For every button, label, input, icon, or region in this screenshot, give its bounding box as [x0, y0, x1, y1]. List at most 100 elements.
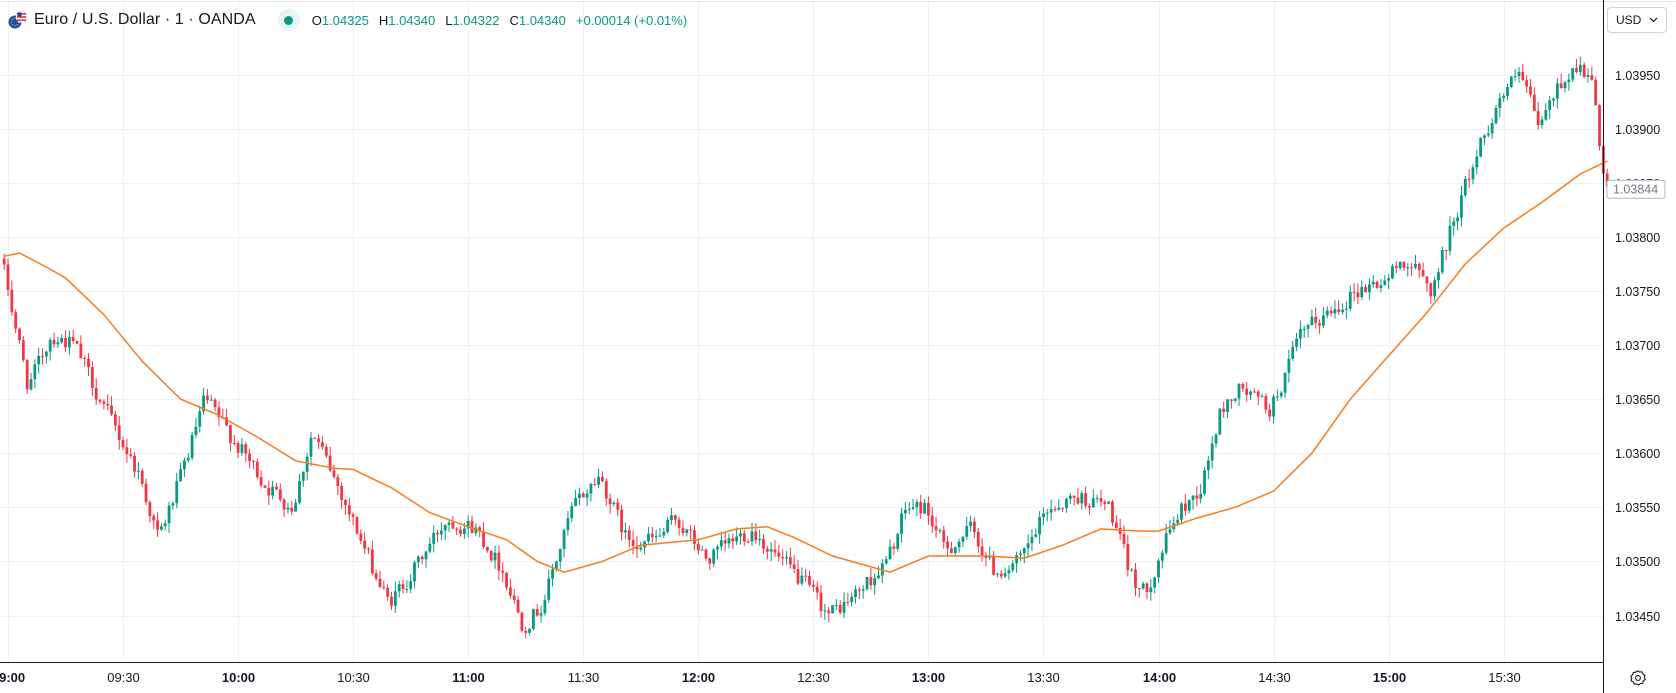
- candle-body: [1256, 391, 1260, 397]
- candle-body: [156, 520, 159, 530]
- candle-body: [190, 434, 194, 458]
- symbol-title[interactable]: Euro / U.S. Dollar · 1 · OANDA: [34, 11, 256, 28]
- candle-body: [179, 469, 182, 482]
- candle-body: [229, 425, 232, 443]
- candle-body: [604, 481, 608, 499]
- candle-body: [1433, 280, 1437, 297]
- candle-body: [1356, 292, 1360, 298]
- candle-body: [44, 351, 48, 357]
- candle-body: [113, 414, 117, 426]
- candle-body: [206, 395, 209, 401]
- market-open-dot-icon: [277, 9, 300, 31]
- candle-body: [965, 526, 969, 537]
- candle-body: [75, 340, 79, 344]
- candle-body: [48, 339, 52, 352]
- candle-body: [416, 556, 420, 563]
- candle-body: [1429, 283, 1433, 297]
- candle-body: [67, 336, 71, 348]
- candle-body: [823, 610, 827, 612]
- candle-body: [1107, 501, 1111, 504]
- candle-body: [1019, 553, 1022, 555]
- candle-body: [1559, 83, 1563, 89]
- candle-body: [278, 489, 282, 500]
- candle-body: [723, 540, 727, 544]
- low-label: L: [445, 12, 453, 28]
- candle-body: [666, 520, 670, 532]
- candle-body: [1237, 383, 1241, 399]
- candle-body: [811, 584, 815, 587]
- candle-body: [689, 529, 693, 531]
- candle-body: [961, 536, 965, 542]
- candle-body: [1145, 583, 1149, 593]
- time-tick-label: 15:30: [1488, 670, 1521, 685]
- candle-body: [1509, 76, 1513, 87]
- candle-body: [1153, 577, 1157, 588]
- candle-body: [255, 461, 259, 478]
- candle-body: [927, 503, 930, 516]
- high-value: 1.04340: [388, 12, 436, 28]
- candle-body: [969, 521, 972, 527]
- candle-body: [14, 312, 18, 329]
- currency-selector[interactable]: USD: [1607, 7, 1667, 33]
- candle-body: [992, 555, 995, 575]
- candle-body: [769, 549, 773, 552]
- candle-body: [298, 480, 301, 503]
- candle-body: [1437, 272, 1440, 281]
- candle-body: [1095, 498, 1099, 500]
- candle-body: [106, 403, 110, 406]
- candle-body: [1298, 328, 1302, 339]
- candle-body: [915, 501, 919, 508]
- chart-settings-button[interactable]: [1626, 666, 1650, 690]
- candle-body: [1191, 495, 1195, 501]
- candle-body: [857, 589, 861, 591]
- candle-body: [98, 399, 102, 402]
- eur-usd-flags-icon[interactable]: [8, 10, 28, 30]
- candle-body: [428, 543, 432, 552]
- candle-body: [474, 527, 478, 534]
- candle-body: [286, 507, 290, 510]
- candle-body: [1057, 507, 1061, 510]
- candle-body: [236, 443, 240, 453]
- candle-body: [1463, 178, 1467, 196]
- candle-body: [662, 531, 666, 536]
- ohlc-values: O1.04325 H1.04340 L1.04322 C1.04340 +0.0…: [312, 13, 687, 28]
- candle-body: [309, 437, 313, 457]
- candle-body: [1306, 325, 1310, 329]
- candle-body: [397, 584, 401, 592]
- candle-body: [133, 455, 136, 472]
- candle-body: [1371, 281, 1375, 285]
- candle-body: [1502, 95, 1506, 98]
- candle-body: [340, 486, 344, 501]
- candle-body: [1425, 276, 1429, 284]
- candle-body: [1555, 83, 1559, 99]
- candle-body: [1003, 573, 1007, 577]
- candle-body: [1475, 156, 1479, 168]
- candle-body: [462, 528, 466, 534]
- candle-body: [79, 343, 83, 359]
- candle-body: [1398, 261, 1402, 269]
- candle-body: [1590, 75, 1594, 80]
- candle-body: [980, 546, 984, 556]
- candle-body: [405, 588, 409, 590]
- time-tick-label: 12:00: [682, 670, 715, 685]
- candle-body: [1448, 225, 1452, 251]
- candle-body: [1264, 396, 1268, 410]
- candle-body: [620, 509, 623, 533]
- time-tick-label: 12:30: [797, 670, 830, 685]
- candle-body: [1379, 285, 1383, 288]
- candle-body: [148, 502, 152, 517]
- candle-body: [1195, 495, 1199, 499]
- candle-body: [746, 541, 750, 543]
- candle-body: [1460, 195, 1463, 218]
- price-tick-label: 1.03550: [1615, 501, 1660, 515]
- candle-body: [1598, 105, 1601, 147]
- candle-body: [1026, 543, 1030, 549]
- candle-body: [271, 486, 275, 496]
- candle-body: [186, 457, 190, 461]
- candle-body: [1233, 398, 1237, 401]
- candle-body: [1513, 76, 1517, 78]
- candle-body: [719, 540, 723, 547]
- candle-body: [1091, 498, 1095, 508]
- candle-body: [136, 470, 140, 472]
